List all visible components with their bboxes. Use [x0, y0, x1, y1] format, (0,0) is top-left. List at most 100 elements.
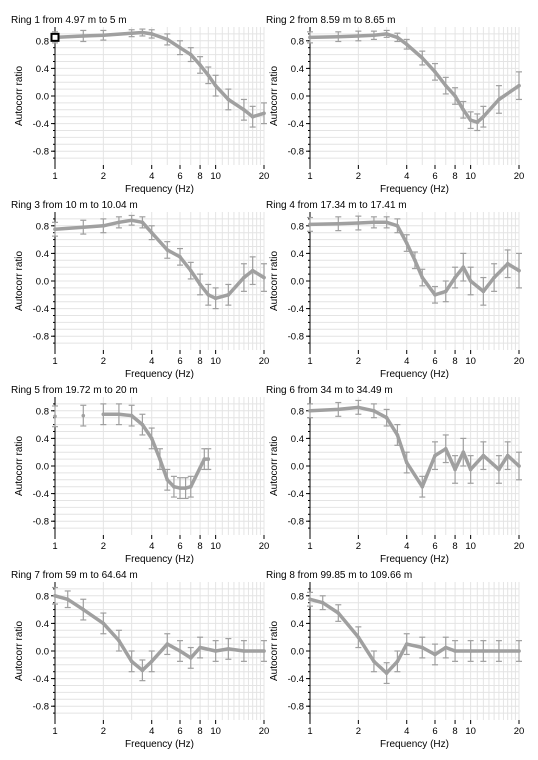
x-tick-label: 20	[259, 356, 270, 367]
data-point	[517, 83, 521, 88]
y-tick-label: 0.4	[36, 619, 49, 630]
y-tick-label: -0.8	[288, 517, 304, 528]
y-tick-label: -0.4	[33, 674, 49, 685]
x-tick-label: 4	[404, 171, 409, 182]
y-axis-label: Autocorr ratio	[14, 251, 25, 311]
data-point	[481, 114, 486, 119]
x-tick-label: 10	[465, 356, 476, 367]
y-tick-label: 0.0	[291, 647, 304, 658]
y-tick-label: -0.8	[288, 147, 304, 158]
series-group	[307, 215, 522, 306]
y-tick-label: 0.8	[36, 221, 49, 232]
y-axis-label: Autocorr ratio	[14, 66, 25, 126]
data-point	[443, 446, 448, 451]
data-point	[250, 114, 255, 119]
chart-panel-7: Ring 7 from 59 m to 64.64 m 0.8 0.4 0.0 -0.4…	[11, 570, 269, 750]
data-point	[453, 467, 457, 472]
data-point	[129, 31, 134, 36]
data-point	[308, 222, 312, 227]
x-tick-label: 4	[149, 356, 154, 367]
data-point	[242, 649, 246, 653]
data-point	[384, 220, 389, 225]
y-tick-label: -0.4	[33, 119, 49, 130]
x-tick-label: 4	[149, 541, 154, 552]
data-point	[198, 645, 202, 650]
data-point	[461, 265, 466, 270]
x-tick-label: 10	[465, 541, 476, 552]
data-point	[262, 275, 266, 280]
data-point	[433, 70, 437, 74]
y-tick-label: 0.4	[36, 434, 49, 445]
x-tick-label: 1	[52, 171, 57, 182]
x-tick-label: 2	[101, 726, 106, 737]
chart-title: Ring 2 from 8.59 m to 8.65 m	[266, 15, 396, 26]
x-tick-label: 4	[404, 726, 409, 737]
chart-panel-2: Ring 2 from 8.59 m to 8.65 m 0.8 0.4 0.0 -0.…	[266, 15, 524, 195]
series-group	[52, 28, 267, 128]
data-point	[395, 659, 400, 664]
data-point	[178, 45, 182, 50]
y-tick-label: 0.8	[36, 591, 49, 602]
gridlines	[309, 397, 520, 535]
y-axis-label: Autocorr ratio	[269, 436, 280, 496]
data-point	[165, 478, 170, 482]
data-point	[336, 611, 341, 615]
x-tick-label: 2	[101, 541, 106, 552]
data-point	[165, 642, 170, 646]
y-tick-label: -0.8	[33, 517, 49, 528]
x-tick-label: 10	[210, 726, 221, 737]
data-point	[453, 649, 457, 653]
data-point	[468, 118, 473, 122]
data-point	[336, 221, 341, 226]
data-point	[149, 659, 154, 664]
x-tick-label: 1	[52, 541, 57, 552]
gridlines	[309, 212, 520, 350]
data-point	[433, 453, 437, 458]
data-point	[140, 220, 145, 225]
data-point	[250, 268, 255, 273]
data-point	[140, 668, 145, 673]
data-point	[101, 33, 106, 38]
x-tick-label: 4	[149, 171, 154, 182]
data-point	[308, 409, 312, 413]
data-point	[117, 412, 121, 417]
data-point	[178, 255, 182, 259]
data-point	[206, 293, 211, 297]
x-tick-label: 8	[452, 726, 457, 737]
data-point	[372, 220, 376, 225]
data-point	[453, 94, 457, 98]
x-tick-label: 6	[177, 171, 182, 182]
y-tick-label: -0.4	[33, 304, 49, 315]
data-point	[117, 638, 121, 643]
data-point	[158, 457, 162, 461]
x-tick-label: 1	[307, 356, 312, 367]
data-point	[172, 484, 176, 489]
y-tick-label: 0.0	[36, 92, 49, 103]
data-point	[81, 34, 86, 38]
y-tick-label: -0.8	[288, 332, 304, 343]
x-tick-label: 20	[514, 541, 525, 552]
y-tick-label: 0.4	[291, 619, 304, 630]
y-tick-label: 0.4	[291, 249, 304, 260]
data-point	[149, 436, 154, 441]
x-tick-label: 8	[197, 541, 202, 552]
data-point	[461, 450, 466, 455]
y-tick-label: 0.4	[36, 249, 49, 260]
x-axis-label: Frequency (Hz)	[380, 369, 449, 380]
data-point	[395, 433, 400, 437]
data-point	[198, 282, 202, 287]
data-point	[433, 293, 437, 297]
data-point	[461, 108, 466, 112]
x-tick-label: 1	[307, 726, 312, 737]
series-line	[308, 32, 521, 124]
series-line	[101, 412, 211, 490]
data-point	[443, 83, 448, 88]
y-tick-label: 0.0	[291, 92, 304, 103]
chart-panel-5: Ring 5 from 19.72 m to 20 m 0.8 0.4 0.0 -0.4…	[11, 385, 269, 565]
x-tick-label: 2	[356, 356, 361, 367]
chart-title: Ring 4 from 17.34 m to 17.41 m	[266, 200, 407, 211]
y-tick-label: 0.0	[36, 647, 49, 658]
selected-point-marker[interactable]	[50, 32, 60, 42]
x-tick-label: 2	[356, 726, 361, 737]
chart-panel-8: Ring 8 from 99.85 m to 109.66 m 0.8 0.4 0.0…	[266, 570, 524, 750]
